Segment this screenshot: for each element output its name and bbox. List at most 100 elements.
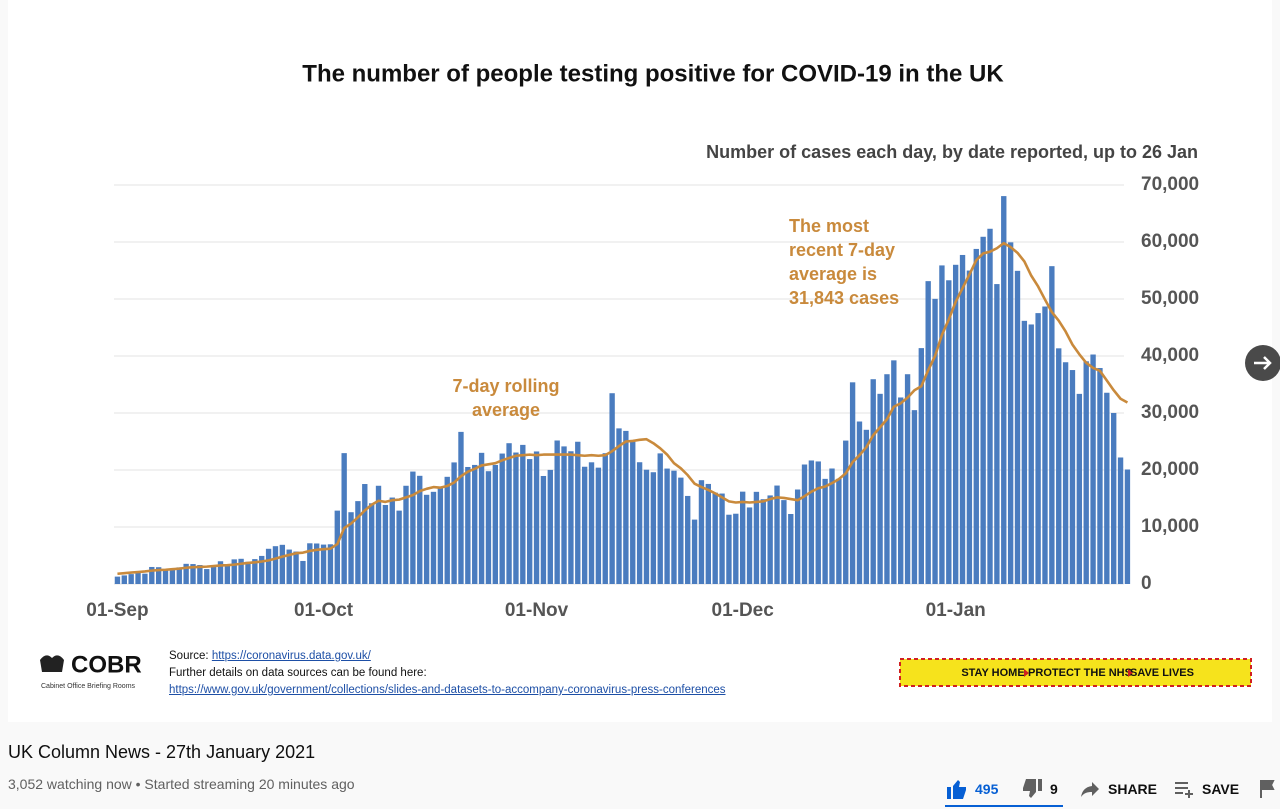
bar xyxy=(252,559,258,584)
bar xyxy=(430,491,437,584)
bar xyxy=(121,575,127,584)
bar xyxy=(691,519,698,584)
bar xyxy=(533,451,540,584)
bar xyxy=(114,576,121,584)
bar xyxy=(980,236,986,584)
bar xyxy=(499,453,505,584)
bar xyxy=(1028,324,1034,584)
bar xyxy=(444,476,450,584)
bar xyxy=(973,248,979,584)
bar xyxy=(801,464,808,584)
bar xyxy=(581,466,588,584)
bar xyxy=(794,489,801,584)
banner-chevron xyxy=(1024,669,1029,677)
like-button[interactable]: 495 xyxy=(945,777,998,801)
source-line: Source: https://coronavirus.data.gov.uk/ xyxy=(169,650,371,662)
bar xyxy=(829,468,835,584)
bar xyxy=(781,500,787,584)
plot: 0 10,000 20,000 30,000 40,000 50,000 60,000 70,… xyxy=(86,174,1199,621)
bar xyxy=(1056,348,1062,584)
bar xyxy=(527,459,533,584)
bar xyxy=(891,360,897,584)
bar xyxy=(1124,469,1131,584)
annotation: average is xyxy=(789,264,877,284)
share-icon xyxy=(1081,782,1099,797)
bar xyxy=(1076,393,1083,584)
bar xyxy=(733,513,739,584)
bar xyxy=(843,440,849,584)
share-button[interactable]: SHARE xyxy=(1078,777,1157,801)
bar xyxy=(520,444,526,584)
banner-box xyxy=(899,658,1252,687)
next-button[interactable] xyxy=(1245,345,1280,381)
bar xyxy=(1035,313,1041,584)
banner-chevron xyxy=(1128,669,1133,677)
bar xyxy=(636,462,643,584)
x-tick-label: 01-Jan xyxy=(926,600,986,621)
y-tick-label: 30,000 xyxy=(1141,402,1199,423)
crest-icon xyxy=(40,655,64,672)
bar xyxy=(739,491,746,584)
bar xyxy=(259,555,265,584)
bar xyxy=(1069,370,1076,584)
bar xyxy=(1014,270,1021,584)
next-arrow[interactable] xyxy=(1254,356,1272,370)
y-tick-label: 50,000 xyxy=(1141,288,1199,309)
bar xyxy=(492,464,499,584)
bar xyxy=(540,475,547,584)
report-button[interactable] xyxy=(1258,778,1278,800)
bar xyxy=(279,544,286,584)
bar xyxy=(142,573,148,584)
source-link[interactable]: https://coronavirus.data.gov.uk/ xyxy=(211,650,371,662)
logo-subtitle: Cabinet Office Briefing Rooms xyxy=(41,683,136,690)
bar xyxy=(1001,196,1007,584)
save-button[interactable]: SAVE xyxy=(1172,777,1239,801)
bar xyxy=(767,495,773,584)
bar xyxy=(547,469,553,584)
bar xyxy=(932,298,938,584)
video-title: UK Column News - 27th January 2021 xyxy=(8,742,316,762)
bar xyxy=(1104,392,1110,584)
bar xyxy=(678,477,684,584)
y-tick-label: 10,000 xyxy=(1141,516,1199,537)
x-tick-label: 01-Sep xyxy=(86,600,148,621)
save-icon xyxy=(1175,782,1193,798)
banner-text: STAY HOME xyxy=(961,667,1024,679)
x-tick-label: 01-Nov xyxy=(505,600,569,621)
bar xyxy=(128,574,134,584)
bar xyxy=(183,563,189,584)
bar xyxy=(664,468,670,584)
bar xyxy=(286,549,292,584)
dislike-button[interactable]: 9 xyxy=(1020,777,1058,801)
details-text: Further details on data sources can be f… xyxy=(169,667,427,679)
bar xyxy=(341,453,347,584)
bar xyxy=(925,281,931,584)
bar xyxy=(1097,368,1103,584)
bar xyxy=(478,452,485,584)
bar xyxy=(149,566,155,584)
bar xyxy=(856,421,863,584)
bar xyxy=(417,475,423,584)
bar xyxy=(602,453,608,584)
bar xyxy=(870,379,876,584)
bar xyxy=(630,441,636,584)
bar xyxy=(609,393,615,584)
bar xyxy=(788,513,794,584)
bar xyxy=(877,393,883,584)
bar xyxy=(485,471,492,584)
bar xyxy=(863,429,870,584)
bar xyxy=(169,568,176,584)
bar xyxy=(1111,412,1117,584)
bar xyxy=(458,431,464,584)
bar xyxy=(712,492,718,584)
dislike-count: 9 xyxy=(1050,781,1058,797)
like-icon xyxy=(947,780,966,799)
bar xyxy=(382,504,389,584)
rolling-average-line xyxy=(117,241,1129,576)
bar xyxy=(939,265,945,584)
details-link[interactable]: https://www.gov.uk/government/collection… xyxy=(169,684,726,696)
bar xyxy=(224,564,231,584)
bar xyxy=(176,567,182,584)
bar xyxy=(162,569,169,584)
bar xyxy=(623,430,629,584)
